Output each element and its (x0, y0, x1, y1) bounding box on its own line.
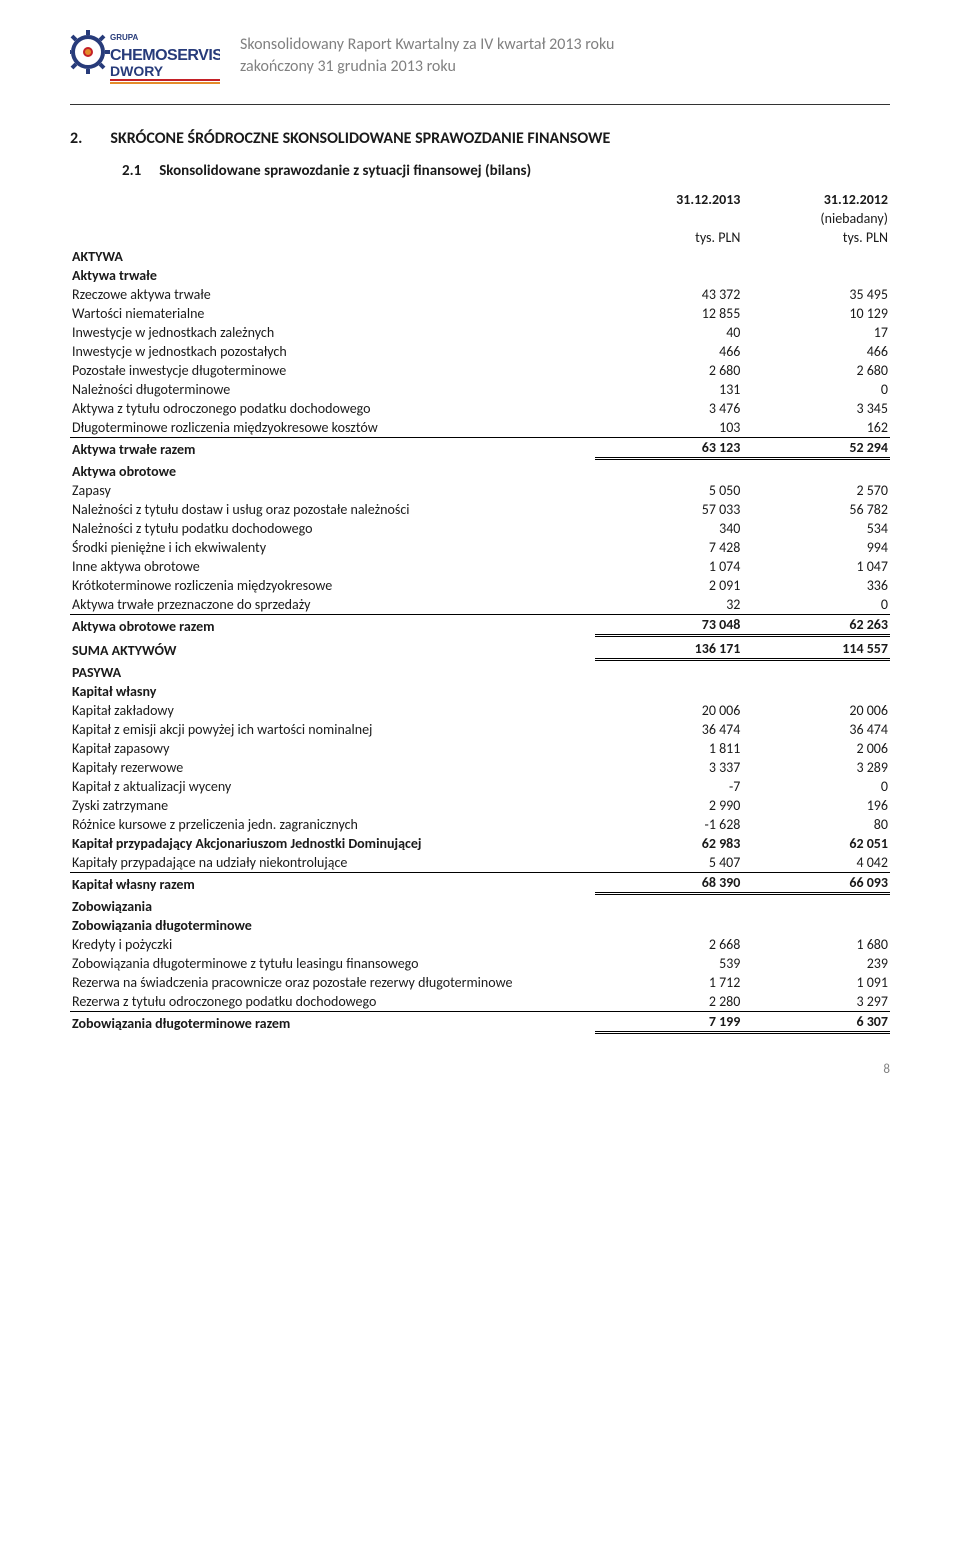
row-zyski: Zyski zatrzymane2 990196 (70, 796, 890, 815)
row-kap-wl-h: Kapitał własny (70, 682, 890, 701)
report-title-line1: Skonsolidowany Raport Kwartalny za IV kw… (240, 35, 614, 54)
row-zapasy: Zapasy5 0502 570 (70, 481, 890, 500)
row-dlug-rozl: Długoterminowe rozliczenia międzyokresow… (70, 418, 890, 438)
row-rzeczowe: Rzeczowe aktywa trwałe43 37235 495 (70, 285, 890, 304)
page-number: 8 (70, 1062, 890, 1077)
row-kr-rozl: Krótkoterminowe rozliczenia międzyokreso… (70, 576, 890, 595)
col-dates-row: 31.12.2013 31.12.2012 (70, 190, 890, 209)
row-kredyty: Kredyty i pożyczki2 6681 680 (70, 935, 890, 954)
section-heading-1: 2. SKRÓCONE ŚRÓDROCZNE SKONSOLIDOWANE SP… (70, 129, 890, 148)
row-kap-razem: Kapitał własny razem 68 390 66 093 (70, 873, 890, 894)
row-zobow-dl-razem-rule (70, 1033, 890, 1037)
subsection-number: 2.1 (122, 162, 141, 180)
row-aktywa: AKTYWA (70, 247, 890, 266)
row-nalez-pd: Należności z tytułu podatku dochodowego3… (70, 519, 890, 538)
row-zobow-dl-h: Zobowiązania długoterminowe (70, 916, 890, 935)
section-title: SKRÓCONE ŚRÓDROCZNE SKONSOLIDOWANE SPRAW… (110, 129, 610, 148)
row-aktywa-obr-razem: Aktywa obrotowe razem 73 048 62 263 (70, 615, 890, 636)
col1-date: 31.12.2013 (595, 190, 743, 209)
header-divider (70, 104, 890, 105)
section-heading-2: 2.1 Skonsolidowane sprawozdanie z sytuac… (70, 162, 890, 180)
page-header: GRUPA CHEMOSERVIS DWORY Skonsolidowany R… (70, 28, 890, 90)
report-title-line2: zakończony 31 grudnia 2013 roku (240, 57, 456, 76)
col-note-row: (niebadany) (70, 209, 890, 228)
row-nalez-dl: Należności długoterminowe1310 (70, 380, 890, 399)
balance-sheet-table: 31.12.2013 31.12.2012 (niebadany) tys. P… (70, 190, 890, 1036)
row-kap-zakl: Kapitał zakładowy20 00620 006 (70, 701, 890, 720)
row-aktywa-obr-h: Aktywa obrotowe (70, 462, 890, 481)
col-unit-row: tys. PLN tys. PLN (70, 228, 890, 247)
col2-note: (niebadany) (742, 209, 890, 228)
chemoservis-logo-icon: GRUPA CHEMOSERVIS DWORY (70, 28, 220, 90)
row-kap-akt: Kapitał z aktualizacji wyceny-70 (70, 777, 890, 796)
row-kap-nk: Kapitały przypadające na udziały niekont… (70, 853, 890, 873)
col2-date: 31.12.2012 (742, 190, 890, 209)
row-inne-ao: Inne aktywa obrotowe1 0741 047 (70, 557, 890, 576)
row-akt-sprz: Aktywa trwałe przeznaczone do sprzedaży3… (70, 595, 890, 615)
row-zobow-h: Zobowiązania (70, 897, 890, 916)
row-zobow-dl-razem: Zobowiązania długoterminowe razem 7 199 … (70, 1012, 890, 1033)
col1-unit: tys. PLN (595, 228, 743, 247)
row-srodki: Środki pieniężne i ich ekwiwalenty7 4289… (70, 538, 890, 557)
brand-group-text: GRUPA (110, 33, 139, 42)
row-kap-zap: Kapitał zapasowy1 8112 006 (70, 739, 890, 758)
section-number: 2. (70, 129, 82, 148)
report-title: Skonsolidowany Raport Kwartalny za IV kw… (240, 28, 890, 77)
row-leasing: Zobowiązania długoterminowe z tytułu lea… (70, 954, 890, 973)
row-inw-zal: Inwestycje w jednostkach zależnych4017 (70, 323, 890, 342)
row-kap-em: Kapitał z emisji akcji powyżej ich warto… (70, 720, 890, 739)
row-pasywa: PASYWA (70, 663, 890, 682)
col2-unit: tys. PLN (742, 228, 890, 247)
brand-main-text: CHEMOSERVIS (110, 47, 220, 64)
row-aktywa-trwale-h: Aktywa trwałe (70, 266, 890, 285)
row-wniem: Wartości niematerialne12 85510 129 (70, 304, 890, 323)
document-page: GRUPA CHEMOSERVIS DWORY Skonsolidowany R… (0, 0, 960, 1107)
row-inw-poz: Inwestycje w jednostkach pozostałych4664… (70, 342, 890, 361)
subsection-title: Skonsolidowane sprawozdanie z sytuacji f… (159, 162, 531, 180)
row-kap-dom: Kapitał przypadający Akcjonariuszom Jedn… (70, 834, 890, 853)
row-rez-pd: Rezerwa z tytułu odroczonego podatku doc… (70, 992, 890, 1012)
row-suma-aktywow: SUMA AKTYWÓW 136 171 114 557 (70, 639, 890, 660)
row-poz-inw: Pozostałe inwestycje długoterminowe2 680… (70, 361, 890, 380)
row-rozn-k: Różnice kursowe z przeliczenia jedn. zag… (70, 815, 890, 834)
brand-logo: GRUPA CHEMOSERVIS DWORY (70, 28, 220, 90)
row-nalez-du: Należności z tytułu dostaw i usług oraz … (70, 500, 890, 519)
brand-sub-text: DWORY (110, 63, 164, 79)
row-kap-rez: Kapitały rezerwowe3 3373 289 (70, 758, 890, 777)
row-rez-sw: Rezerwa na świadczenia pracownicze oraz … (70, 973, 890, 992)
row-aktywa-trwale-razem: Aktywa trwałe razem 63 123 52 294 (70, 438, 890, 459)
row-akt-pd: Aktywa z tytułu odroczonego podatku doch… (70, 399, 890, 418)
